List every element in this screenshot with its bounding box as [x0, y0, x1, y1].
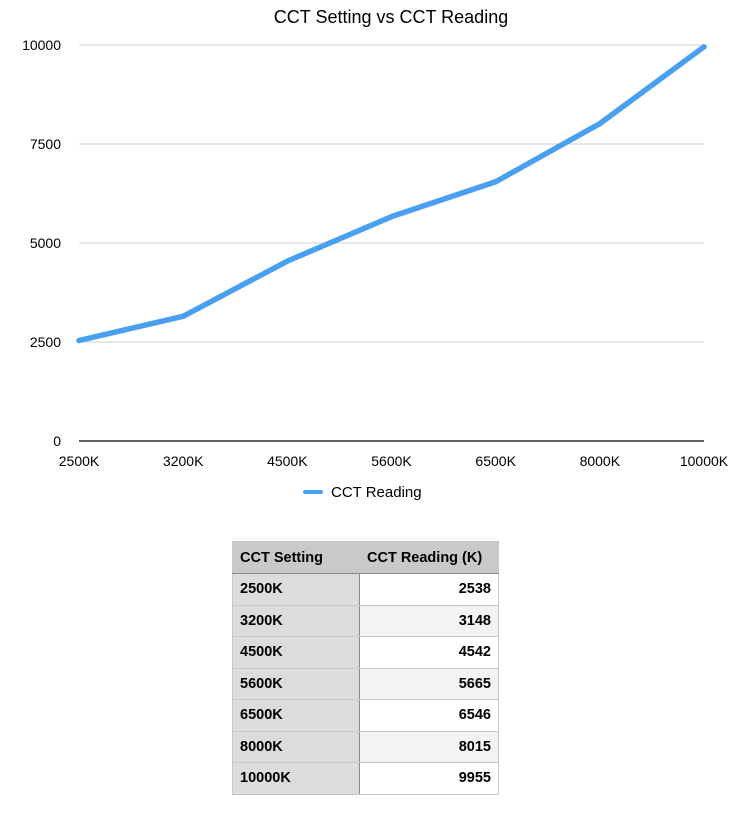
table-cell-reading: 8015 — [359, 730, 499, 763]
data-point — [701, 44, 707, 50]
data-point — [388, 214, 395, 220]
data-point — [180, 313, 186, 319]
x-tick-label: 4500K — [267, 453, 308, 469]
table-row: 4500K 4542 — [232, 636, 499, 669]
x-tick-label: 10000K — [680, 453, 729, 469]
data-table: CCT Setting CCT Reading (K) 2500K 2538 3… — [232, 541, 499, 795]
data-point — [284, 258, 290, 264]
data-point — [493, 179, 499, 185]
table-row: 5600K 5665 — [232, 667, 499, 700]
y-tick-label: 5000 — [30, 235, 61, 251]
table-row: 2500K 2538 — [232, 573, 499, 606]
table-row: 10000K 9955 — [232, 762, 499, 795]
gridlines — [79, 44, 704, 442]
x-tick-label: 6500K — [475, 453, 516, 469]
series-layer — [76, 44, 707, 344]
table-cell-setting: 10000K — [232, 762, 360, 795]
table-cell-setting: 8000K — [232, 730, 360, 763]
table-row: 8000K 8015 — [232, 730, 499, 763]
table-cell-reading: 5665 — [359, 667, 499, 700]
table-cell-reading: 3148 — [359, 604, 499, 637]
line-chart: CCT Setting vs CCT Reading 0 2500 5000 7500… — [22, 7, 729, 501]
x-tick-label: 3200K — [163, 453, 204, 469]
legend-label: CCT Reading — [331, 484, 422, 501]
x-tick-label: 5600K — [371, 453, 412, 469]
data-point — [597, 121, 603, 127]
chart-title: CCT Setting vs CCT Reading — [274, 7, 508, 27]
y-tick-label: 2500 — [30, 334, 61, 350]
x-tick-label: 2500K — [59, 453, 100, 469]
y-axis-ticks: 0 2500 5000 7500 10000 — [22, 37, 61, 449]
series-line — [76, 44, 707, 344]
table-row: 6500K 6546 — [232, 699, 499, 732]
table-header-setting: CCT Setting — [232, 541, 360, 574]
legend: CCT Reading — [303, 484, 422, 501]
x-tick-label: 8000K — [580, 453, 621, 469]
y-tick-label: 0 — [53, 433, 61, 449]
table-header-reading: CCT Reading (K) — [359, 541, 499, 574]
x-axis-ticks: 2500K 3200K 4500K 5600K 6500K 8000K 10000K — [59, 453, 729, 469]
table-cell-reading: 6546 — [359, 699, 499, 732]
table-cell-setting: 6500K — [232, 699, 360, 732]
table-cell-setting: 5600K — [232, 667, 360, 700]
table-cell-reading: 9955 — [359, 762, 499, 795]
table-header-row: CCT Setting CCT Reading (K) — [232, 541, 499, 574]
y-tick-label: 10000 — [22, 37, 61, 53]
table-cell-reading: 4542 — [359, 636, 499, 669]
y-tick-label: 7500 — [30, 136, 61, 152]
table-row: 3200K 3148 — [232, 604, 499, 637]
data-point — [76, 337, 82, 344]
table-cell-setting: 4500K — [232, 636, 360, 669]
table-cell-setting: 3200K — [232, 604, 360, 637]
table-cell-reading: 2538 — [359, 573, 499, 606]
table-cell-setting: 2500K — [232, 573, 360, 606]
